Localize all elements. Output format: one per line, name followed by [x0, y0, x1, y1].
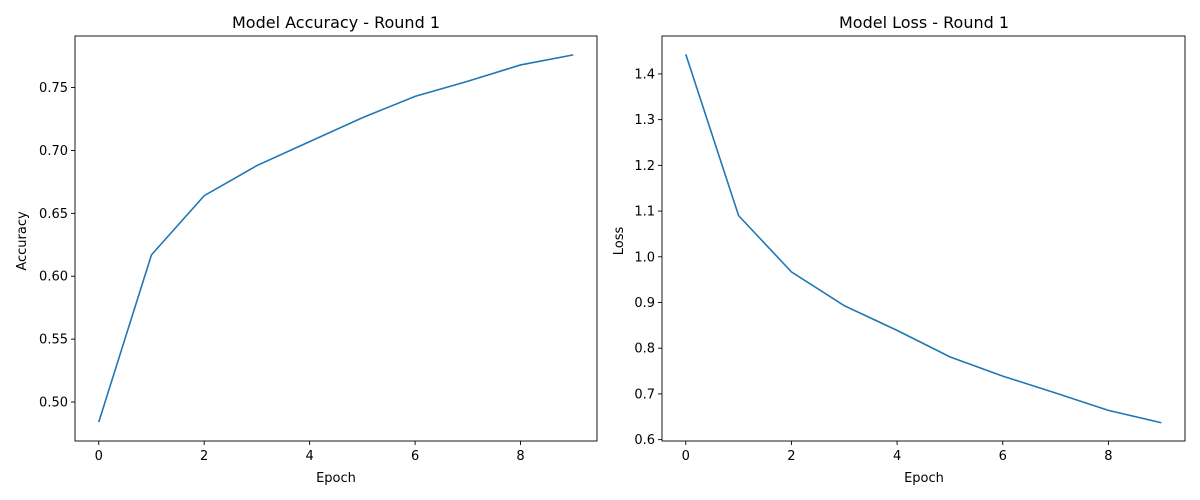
plot-area-frame [74, 35, 598, 442]
x-tick-label: 8 [516, 449, 524, 464]
x-tick-label: 6 [999, 449, 1007, 464]
y-tick-label: 1.4 [634, 67, 655, 82]
x-tick-label: 2 [787, 449, 795, 464]
chart-title: Model Loss - Round 1 [839, 13, 1009, 32]
y-tick-label: 1.3 [634, 113, 655, 128]
tick-group: 0 2 4 6 8 0.50 0.55 0.60 0.65 0.70 0.75 [39, 81, 525, 464]
y-axis-label: Loss [612, 227, 627, 256]
y-tick-label: 0.70 [39, 144, 68, 159]
plot-area-frame [661, 35, 1186, 442]
loss-chart: Model Loss - Round 1 Epoch Loss 0 2 4 6 8 0.6… [612, 13, 1186, 486]
y-tick-label: 0.6 [634, 433, 655, 448]
y-tick-label: 0.65 [39, 207, 68, 222]
accuracy-series-line [97, 54, 574, 423]
y-tick-label: 0.60 [39, 270, 68, 285]
x-axis-label: Epoch [316, 471, 356, 486]
y-tick-label: 0.75 [39, 81, 68, 96]
x-axis-label: Epoch [904, 471, 944, 486]
x-tick-label: 4 [305, 449, 313, 464]
loss-series-line [685, 54, 1162, 424]
y-tick-label: 0.7 [634, 387, 655, 402]
y-tick-label: 1.1 [634, 205, 655, 220]
y-axis-label: Accuracy [15, 211, 30, 271]
x-tick-label: 2 [200, 449, 208, 464]
y-tick-label: 1.2 [634, 159, 655, 174]
x-tick-label: 4 [893, 449, 901, 464]
y-tick-label: 0.8 [634, 342, 655, 357]
y-tick-label: 0.50 [39, 396, 68, 411]
y-tick-label: 0.9 [634, 296, 655, 311]
chart-title: Model Accuracy - Round 1 [232, 13, 440, 32]
y-tick-label: 1.0 [634, 250, 655, 265]
x-tick-label: 8 [1104, 449, 1112, 464]
x-tick-label: 0 [682, 449, 690, 464]
accuracy-chart: Model Accuracy - Round 1 Epoch Accuracy … [15, 13, 598, 486]
tick-group: 0 2 4 6 8 0.6 0.7 0.8 0.9 1.0 1.1 1.2 1.3 1.4 [634, 67, 1112, 464]
y-tick-label: 0.55 [39, 333, 68, 348]
x-tick-label: 0 [95, 449, 103, 464]
x-tick-label: 6 [411, 449, 419, 464]
